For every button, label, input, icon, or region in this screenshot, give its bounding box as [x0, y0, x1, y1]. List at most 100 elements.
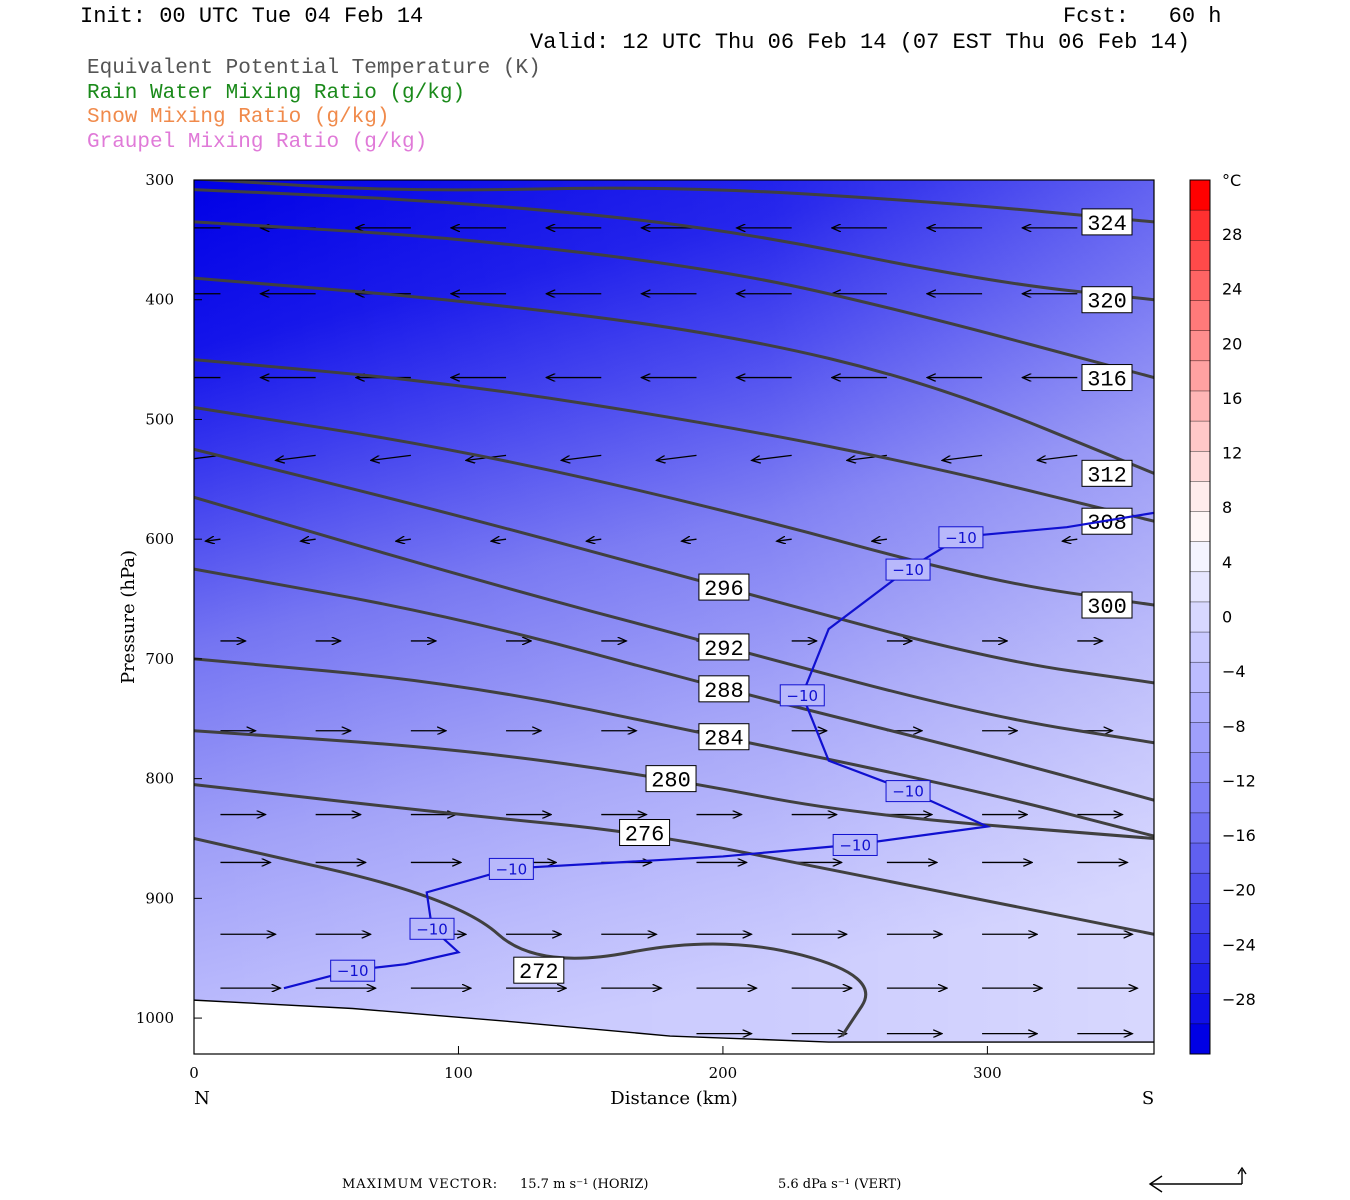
- init-time: Init: 00 UTC Tue 04 Feb 14: [80, 4, 424, 29]
- colorbar-swatch: [1190, 421, 1210, 452]
- isotherm-label: −10: [337, 962, 369, 980]
- colorbar-swatch: [1190, 240, 1210, 271]
- theta-e-contour-280: [194, 729, 1154, 840]
- surface-line: [194, 999, 1154, 1043]
- y-axis: 300 400 500 600 700 800 900 1000: [136, 171, 202, 1027]
- x-axis: 0 100 200 300: [189, 1046, 1002, 1082]
- y-tick-label: 1000: [136, 1009, 174, 1027]
- theta-e-label: 284: [704, 727, 744, 752]
- colorbar-label: 20: [1222, 334, 1242, 353]
- theta-e-label-box: [1081, 208, 1133, 236]
- wind-vector: [1062, 539, 1078, 541]
- wind-vector: [205, 539, 221, 541]
- legend-rain-water: Rain Water Mixing Ratio (g/kg): [87, 82, 466, 105]
- theta-e-label-box: [698, 675, 750, 703]
- theta-e-label-box: [513, 956, 565, 984]
- wind-vector: [777, 539, 792, 541]
- theta-e-contour-312: [194, 276, 1154, 475]
- legend-theta-e: Equivalent Potential Temperature (K): [87, 57, 541, 80]
- terrain-mask: [194, 1000, 1154, 1054]
- temperature-contour: −10 −10 −10 −10 −10 −10 −10 −10: [283, 511, 1154, 990]
- isotherm-label: −10: [839, 836, 871, 854]
- colorbar-swatch: [1190, 180, 1210, 211]
- isotherm-label-box: [938, 526, 984, 549]
- isotherm-label-box: [885, 780, 931, 803]
- colorbar-swatch: [1190, 812, 1210, 844]
- wind-vector: [752, 454, 792, 460]
- isotherm-label: −10: [416, 920, 448, 938]
- colorbar-swatch: [1190, 601, 1210, 633]
- colorbar-label: −24: [1222, 935, 1256, 954]
- colorbar-swatch: [1190, 390, 1210, 422]
- wind-vector: [561, 454, 602, 460]
- isotherm-label: −10: [892, 783, 924, 801]
- colorbar-swatch: [1190, 873, 1210, 904]
- colorbar-swatch: [1190, 541, 1210, 573]
- theta-e-contour-284: [194, 657, 1154, 838]
- theta-e-contour-308: [194, 358, 1154, 523]
- plot-area: 324320316312308300296292288284280276272 …: [194, 180, 1154, 1054]
- colorbar-swatch: [1190, 511, 1210, 543]
- theta-e-contour-296: [194, 447, 1154, 685]
- colorbar-swatch: [1190, 662, 1210, 693]
- y-tick-label: 800: [145, 770, 174, 788]
- colorbar-swatch: [1190, 963, 1210, 995]
- colorbar-label: 16: [1222, 389, 1242, 408]
- colorbar-unit: °C: [1222, 171, 1241, 190]
- theta-e-label-box: [619, 819, 671, 847]
- isotherm-label-box: [409, 917, 455, 940]
- wind-vector: [396, 539, 411, 541]
- y-tick-label: 300: [145, 171, 174, 189]
- max-vector-label: MAXIMUM VECTOR:: [342, 1177, 499, 1192]
- colorbar-swatch: [1190, 300, 1210, 332]
- wind-vector: [1037, 454, 1078, 460]
- colorbar-swatch: [1190, 360, 1210, 392]
- colorbar-swatch: [1190, 903, 1210, 934]
- temperature-fill-south-warming: [194, 180, 1154, 1054]
- isotherm-label: −10: [786, 687, 818, 705]
- colorbar-swatch: [1190, 752, 1210, 784]
- theta-e-label: 324: [1087, 212, 1127, 237]
- wind-vector: [586, 539, 602, 541]
- wind-vector: [491, 539, 507, 541]
- theta-e-label: 272: [519, 960, 559, 985]
- y-tick-label: 700: [145, 650, 174, 668]
- theta-e-contour-316: [194, 220, 1154, 379]
- colorbar-swatch: [1190, 993, 1210, 1025]
- theta-e-contour-324: [194, 180, 1154, 224]
- max-vector-arrow-icon: [1148, 1166, 1247, 1193]
- isotherm-label: −10: [945, 529, 977, 547]
- x-tick-label: 200: [709, 1064, 738, 1082]
- plot-frame: [193, 179, 1155, 1055]
- colorbar-label: −12: [1222, 771, 1256, 790]
- valid-time: Valid: 12 UTC Thu 06 Feb 14 (07 EST Thu …: [530, 30, 1191, 55]
- colorbar-swatch: [1190, 692, 1210, 723]
- colorbar-swatch: [1190, 330, 1210, 362]
- x-axis-label: Distance (km): [610, 1088, 737, 1109]
- colorbar-label: 28: [1222, 225, 1242, 244]
- theta-e-label-box: [1081, 364, 1133, 392]
- y-tick-label: 500: [145, 410, 174, 428]
- isotherm-label-box: [779, 684, 825, 707]
- theta-e-label: 320: [1087, 290, 1127, 315]
- theta-e-label-box: [1081, 286, 1133, 314]
- colorbar-label: 12: [1222, 444, 1242, 463]
- wind-vector: [301, 539, 316, 541]
- theta-e-label-box: [1081, 459, 1133, 487]
- isotherm-label-box: [885, 558, 931, 581]
- theta-e-label: 276: [625, 823, 665, 848]
- y-tick-label: 600: [145, 530, 174, 548]
- colorbar: 28 24 20 16 12 8 4 0 −4 −8 −12 −16 −20 −24 −28: [1189, 179, 1256, 1055]
- x-tick-label: 100: [444, 1064, 473, 1082]
- theta-e-label-box: [698, 723, 750, 751]
- theta-e-contour-288: [194, 567, 1154, 802]
- x-end-left-label: N: [194, 1088, 210, 1109]
- colorbar-swatch: [1190, 843, 1210, 874]
- wind-vector: [872, 539, 887, 541]
- colorbar-swatch: [1190, 571, 1210, 603]
- theta-e-label-box: [1081, 591, 1133, 619]
- y-tick-label: 400: [145, 291, 174, 309]
- colorbar-label: 24: [1222, 280, 1242, 299]
